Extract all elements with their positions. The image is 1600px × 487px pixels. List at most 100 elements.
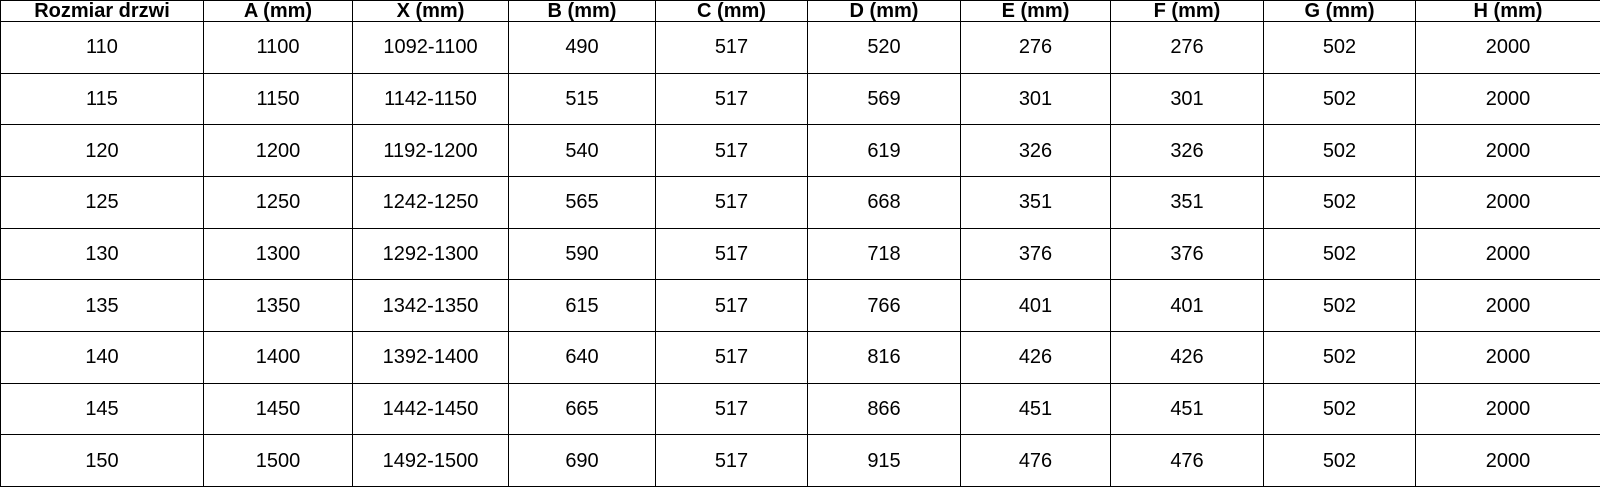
table-cell: 517: [655, 330, 808, 384]
table-cell: 150: [0, 434, 204, 487]
table-cell: 1442-1450: [352, 382, 509, 436]
table-row: 150 1500 1492-1500 690 517 915 476 476 502 2000: [0, 434, 1600, 487]
table-cell: 1450: [203, 382, 353, 436]
table-cell: 301: [960, 72, 1111, 126]
header-d-mm: D (mm): [807, 0, 961, 22]
table-cell: 502: [1263, 175, 1416, 229]
table-cell: 517: [655, 21, 808, 74]
table-cell: 276: [960, 21, 1111, 74]
table-cell: 816: [807, 330, 961, 384]
table-cell: 115: [0, 72, 204, 126]
table-cell: 145: [0, 382, 204, 436]
header-row: Rozmiar drzwi A (mm) X (mm) B (mm) C (mm…: [0, 0, 1600, 22]
table-cell: 866: [807, 382, 961, 436]
table-cell: 1350: [203, 279, 353, 332]
table-cell: 690: [508, 434, 656, 487]
table-cell: 590: [508, 227, 656, 281]
table-cell: 665: [508, 382, 656, 436]
table-cell: 615: [508, 279, 656, 332]
table-cell: 120: [0, 124, 204, 177]
table-row: 110 1100 1092-1100 490 517 520 276 276 502 2000: [0, 21, 1600, 74]
table-cell: 517: [655, 72, 808, 126]
table-cell: 401: [960, 279, 1111, 332]
table-cell: 376: [1110, 227, 1264, 281]
table-row: 145 1450 1442-1450 665 517 866 451 451 502 2000: [0, 382, 1600, 436]
table-cell: 130: [0, 227, 204, 281]
header-h-mm: H (mm): [1415, 0, 1600, 22]
table-row: 120 1200 1192-1200 540 517 619 326 326 502 2000: [0, 124, 1600, 177]
table-cell: 569: [807, 72, 961, 126]
table-cell: 517: [655, 227, 808, 281]
table-cell: 1400: [203, 330, 353, 384]
table-cell: 2000: [1415, 382, 1600, 436]
table-cell: 2000: [1415, 124, 1600, 177]
table-cell: 565: [508, 175, 656, 229]
table-cell: 1300: [203, 227, 353, 281]
table-cell: 301: [1110, 72, 1264, 126]
table-cell: 1492-1500: [352, 434, 509, 487]
header-rozmiar-drzwi: Rozmiar drzwi: [0, 0, 204, 22]
table-cell: 1250: [203, 175, 353, 229]
table-cell: 1100: [203, 21, 353, 74]
table-cell: 619: [807, 124, 961, 177]
table-cell: 1092-1100: [352, 21, 509, 74]
table-body: 110 1100 1092-1100 490 517 520 276 276 502 2000 11…: [0, 21, 1600, 487]
table-cell: 426: [1110, 330, 1264, 384]
table-cell: 110: [0, 21, 204, 74]
table-row: 125 1250 1242-1250 565 517 668 351 351 502 2000: [0, 175, 1600, 229]
table-cell: 1150: [203, 72, 353, 126]
table-cell: 490: [508, 21, 656, 74]
header-b-mm: B (mm): [508, 0, 656, 22]
table-cell: 1142-1150: [352, 72, 509, 126]
header-e-mm: E (mm): [960, 0, 1111, 22]
table-cell: 502: [1263, 227, 1416, 281]
table-cell: 640: [508, 330, 656, 384]
table-cell: 326: [1110, 124, 1264, 177]
table-cell: 502: [1263, 72, 1416, 126]
table-cell: 451: [1110, 382, 1264, 436]
table-cell: 502: [1263, 434, 1416, 487]
table-cell: 401: [1110, 279, 1264, 332]
table-cell: 125: [0, 175, 204, 229]
header-g-mm: G (mm): [1263, 0, 1416, 22]
table-cell: 1242-1250: [352, 175, 509, 229]
table-cell: 135: [0, 279, 204, 332]
table-cell: 718: [807, 227, 961, 281]
table-cell: 517: [655, 124, 808, 177]
header-f-mm: F (mm): [1110, 0, 1264, 22]
table-cell: 276: [1110, 21, 1264, 74]
table-cell: 2000: [1415, 434, 1600, 487]
table-row: 130 1300 1292-1300 590 517 718 376 376 502 2000: [0, 227, 1600, 281]
table-cell: 1192-1200: [352, 124, 509, 177]
table-cell: 2000: [1415, 21, 1600, 74]
header-c-mm: C (mm): [655, 0, 808, 22]
table-cell: 351: [1110, 175, 1264, 229]
table-cell: 515: [508, 72, 656, 126]
table-row: 135 1350 1342-1350 615 517 766 401 401 502 2000: [0, 279, 1600, 332]
table-cell: 2000: [1415, 330, 1600, 384]
table-cell: 502: [1263, 330, 1416, 384]
table-cell: 1342-1350: [352, 279, 509, 332]
table-cell: 502: [1263, 382, 1416, 436]
table-cell: 520: [807, 21, 961, 74]
table-cell: 140: [0, 330, 204, 384]
header-x-mm: X (mm): [352, 0, 509, 22]
table-cell: 502: [1263, 279, 1416, 332]
table-cell: 517: [655, 382, 808, 436]
table-cell: 766: [807, 279, 961, 332]
table-cell: 426: [960, 330, 1111, 384]
table-cell: 517: [655, 175, 808, 229]
table-cell: 451: [960, 382, 1111, 436]
table-cell: 2000: [1415, 72, 1600, 126]
table-cell: 540: [508, 124, 656, 177]
table-cell: 376: [960, 227, 1111, 281]
table-cell: 2000: [1415, 227, 1600, 281]
header-a-mm: A (mm): [203, 0, 353, 22]
table-cell: 476: [960, 434, 1111, 487]
table-cell: 668: [807, 175, 961, 229]
table-cell: 915: [807, 434, 961, 487]
table-cell: 326: [960, 124, 1111, 177]
table-cell: 1392-1400: [352, 330, 509, 384]
